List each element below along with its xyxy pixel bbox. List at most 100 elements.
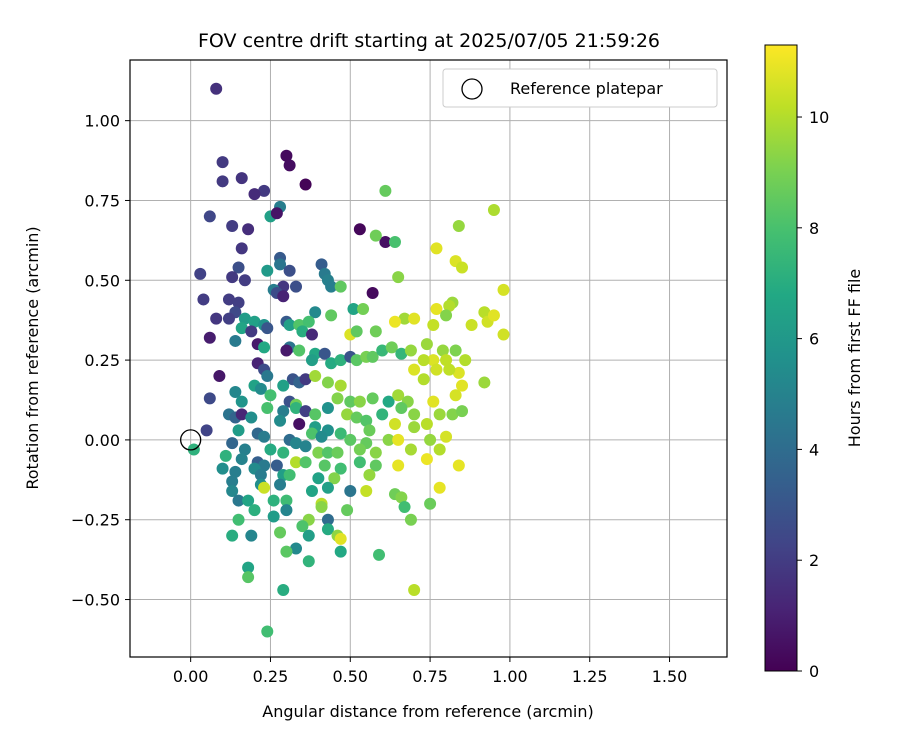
data-point <box>290 542 303 555</box>
colorbar-tick-label: 0 <box>809 662 819 681</box>
data-point <box>261 264 274 277</box>
data-point <box>487 204 500 217</box>
data-point <box>238 312 251 325</box>
data-point <box>302 555 315 568</box>
x-tick-label: 1.50 <box>652 667 688 686</box>
data-point <box>267 494 280 507</box>
data-point <box>280 149 293 162</box>
data-point <box>366 392 379 405</box>
data-point <box>238 443 251 456</box>
data-point <box>235 408 248 421</box>
y-tick-label: 0.00 <box>84 431 120 450</box>
data-point <box>408 363 421 376</box>
data-point <box>456 405 469 418</box>
data-point <box>433 408 446 421</box>
data-point <box>280 545 293 558</box>
colorbar: 0 2 4 6 8 10 Hours from first FF file <box>764 44 864 681</box>
data-point <box>235 322 248 335</box>
data-point <box>305 354 318 367</box>
data-point <box>229 386 242 399</box>
data-point <box>382 433 395 446</box>
data-point <box>420 417 433 430</box>
data-point <box>408 312 421 325</box>
data-point <box>302 315 315 328</box>
data-point <box>258 481 271 494</box>
data-point <box>321 481 334 494</box>
data-point <box>321 376 334 389</box>
plot-frame <box>129 59 728 658</box>
y-axis-ticks: −0.50 −0.25 0.00 0.25 0.50 0.75 1.00 <box>71 112 130 610</box>
data-point <box>245 411 258 424</box>
data-point <box>395 491 408 504</box>
data-point <box>305 328 318 341</box>
data-point <box>203 392 216 405</box>
data-point <box>264 389 277 402</box>
y-tick-label: −0.50 <box>71 591 120 610</box>
colorbar-ticks: 0 2 4 6 8 10 <box>797 108 829 681</box>
data-point <box>318 459 331 472</box>
data-point <box>194 267 207 280</box>
data-point <box>248 188 261 201</box>
data-point <box>277 379 290 392</box>
scatter-points <box>187 82 510 638</box>
data-point <box>344 484 357 497</box>
data-point <box>290 401 303 414</box>
x-axis-ticks: 0.00 0.25 0.50 0.75 1.00 1.25 1.50 <box>173 657 688 686</box>
data-point <box>341 408 354 421</box>
data-point <box>280 344 293 357</box>
data-point <box>203 331 216 344</box>
data-point <box>258 430 271 443</box>
data-point <box>245 529 258 542</box>
data-point <box>331 446 344 459</box>
data-point <box>261 370 274 383</box>
data-point <box>232 494 245 507</box>
data-point <box>452 220 465 233</box>
data-point <box>305 427 318 440</box>
colorbar-gradient <box>764 44 798 672</box>
data-point <box>216 175 229 188</box>
data-point <box>274 414 287 427</box>
data-point <box>427 318 440 331</box>
data-point <box>312 472 325 485</box>
data-point <box>353 223 366 236</box>
data-point <box>219 449 232 462</box>
data-point <box>420 453 433 466</box>
data-point <box>341 504 354 517</box>
data-point <box>369 325 382 338</box>
data-point <box>388 315 401 328</box>
data-point <box>315 500 328 513</box>
data-point <box>232 424 245 437</box>
data-point <box>440 309 453 322</box>
x-tick-label: 0.00 <box>173 667 209 686</box>
data-point <box>388 235 401 248</box>
data-point <box>226 220 239 233</box>
data-point <box>325 357 338 370</box>
x-axis-label: Angular distance from reference (arcmin) <box>262 702 593 721</box>
data-point <box>226 271 239 284</box>
data-point <box>325 280 338 293</box>
data-point <box>261 625 274 638</box>
data-point <box>334 280 347 293</box>
data-point <box>235 242 248 255</box>
data-point <box>299 456 312 469</box>
data-point <box>408 583 421 596</box>
data-point <box>235 453 248 466</box>
colorbar-tick-label: 10 <box>809 108 829 127</box>
data-point <box>328 472 341 485</box>
data-point <box>290 456 303 469</box>
data-point <box>363 469 376 482</box>
data-point <box>350 325 363 338</box>
data-point <box>245 325 258 338</box>
data-point <box>440 354 453 367</box>
data-point <box>226 437 239 450</box>
data-point <box>395 347 408 360</box>
y-axis-label: Rotation from reference (arcmin) <box>23 226 42 489</box>
data-point <box>350 354 363 367</box>
data-point <box>424 433 437 446</box>
data-point <box>360 484 373 497</box>
data-point <box>299 440 312 453</box>
data-point <box>315 430 328 443</box>
data-point <box>283 264 296 277</box>
data-point <box>404 344 417 357</box>
data-point <box>290 280 303 293</box>
